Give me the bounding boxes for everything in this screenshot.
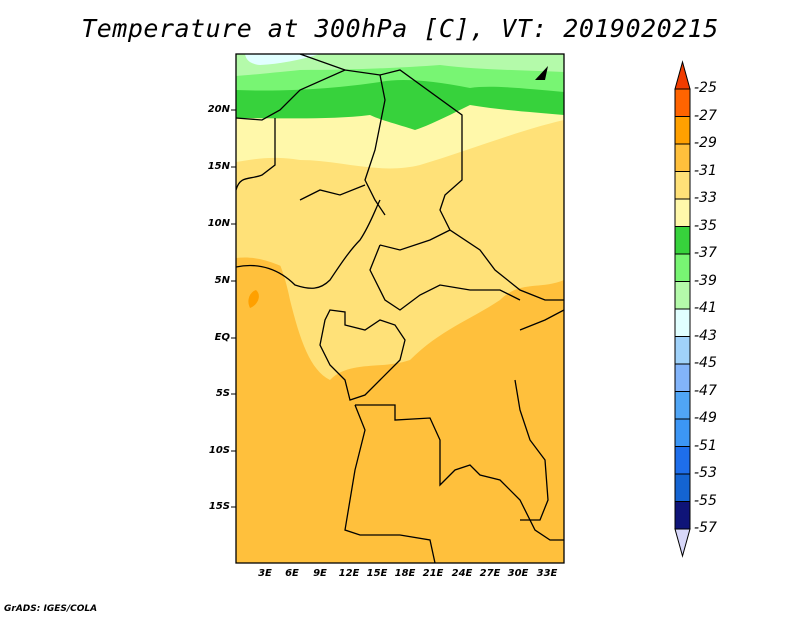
field-39-41 [236, 54, 564, 76]
colorbar-label: -43 [694, 327, 717, 344]
colorbar-swatch [674, 363, 691, 392]
colorbar-label: -49 [694, 410, 717, 426]
lon-label: 12E [338, 568, 360, 579]
colorbar-bottom-arrow [674, 528, 691, 558]
lon-label: 30E [507, 568, 529, 579]
lon-label: 6E [285, 568, 299, 579]
colorbar-label: -45 [694, 355, 717, 371]
colorbar-swatch [674, 116, 691, 145]
plot-title: Temperature at 300hPa [C], VT: 201902021… [81, 14, 719, 43]
colorbar-label: -41 [694, 300, 717, 316]
colorbar-swatch [674, 171, 691, 200]
colorbar-label: -53 [694, 465, 717, 481]
colorbar-label: -37 [694, 245, 717, 261]
lon-label: 24E [451, 568, 473, 579]
colorbar-swatch [674, 88, 691, 117]
lon-label: 18E [394, 568, 416, 579]
field-41-43 [245, 54, 320, 65]
colorbar-swatch [674, 198, 691, 227]
lon-label: 3E [258, 568, 272, 579]
colorbar-label: -33 [694, 190, 717, 206]
colorbar-swatch [674, 391, 691, 420]
colorbar-swatch [674, 501, 691, 530]
colorbar-swatch [674, 253, 691, 282]
colorbar-swatch [674, 226, 691, 255]
lat-label: 20N [207, 104, 230, 115]
credit-text: GrADS: IGES/COLA [4, 604, 98, 614]
colorbar-label: -31 [694, 162, 717, 179]
lat-label: 5N [214, 275, 230, 286]
colorbar-label: -35 [694, 217, 717, 234]
lon-label: 15E [366, 568, 388, 579]
colorbar-label: -29 [694, 135, 717, 151]
colorbar [674, 60, 691, 558]
lon-label: 21E [422, 568, 444, 579]
axis-ticks [231, 109, 236, 508]
lat-label: 10S [208, 445, 230, 456]
lon-label: 9E [313, 568, 327, 579]
lat-label: 15N [207, 161, 230, 172]
lon-label: 33E [536, 568, 558, 579]
colorbar-label: -55 [694, 492, 717, 509]
lat-label: 15S [208, 501, 230, 512]
field-27-29 [248, 290, 259, 308]
lake-nasser [535, 66, 548, 80]
colorbar-label: -47 [694, 382, 717, 399]
colorbar-swatch [674, 418, 691, 447]
colorbar-swatch [674, 473, 691, 502]
colorbar-swatch [674, 281, 691, 310]
colorbar-swatch [674, 143, 691, 172]
colorbar-label: -27 [694, 107, 717, 124]
colorbar-swatch [674, 336, 691, 365]
colorbar-label: -57 [694, 520, 717, 536]
colorbar-swatch [674, 308, 691, 337]
lat-label: 10N [207, 218, 230, 229]
temperature-field [236, 54, 564, 563]
country-borders [236, 54, 564, 563]
lon-label: 27E [479, 568, 501, 579]
map-frame [235, 53, 565, 564]
colorbar-swatch [674, 446, 691, 475]
colorbar-label: -25 [694, 80, 717, 96]
colorbar-label: -51 [694, 437, 717, 454]
lat-label: EQ [214, 332, 230, 343]
colorbar-top-arrow [674, 60, 691, 90]
lat-label: 5S [215, 388, 230, 399]
colorbar-label: -39 [694, 272, 717, 289]
